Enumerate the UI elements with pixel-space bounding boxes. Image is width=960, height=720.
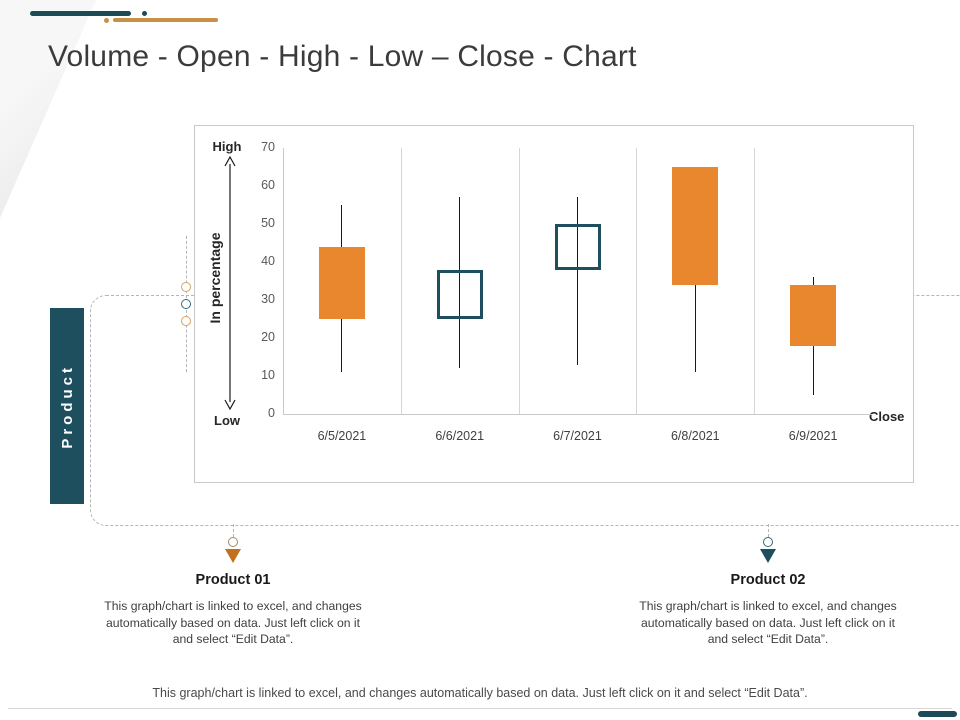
teal-accent-dot xyxy=(142,11,147,16)
category-gridline xyxy=(518,148,520,414)
category-gridline xyxy=(636,148,638,414)
y-tick-label: 20 xyxy=(261,330,275,344)
callout-2-connector xyxy=(768,524,769,537)
corner-decoration xyxy=(0,0,96,218)
callout-1-node xyxy=(228,537,238,547)
high-low-arrow-icon xyxy=(224,156,236,410)
y-tick-label: 10 xyxy=(261,368,275,382)
connector-node-orange xyxy=(181,316,191,326)
x-tick-label: 6/6/2021 xyxy=(435,429,485,443)
product-label: Product xyxy=(58,363,76,449)
y-tick-label: 60 xyxy=(261,178,275,192)
category-gridline xyxy=(754,148,756,414)
x-axis-line xyxy=(283,414,872,415)
page-title: Volume - Open - High - Low – Close - Cha… xyxy=(48,40,637,73)
candle-down[interactable] xyxy=(790,284,837,346)
y-tick-label: 50 xyxy=(261,216,275,230)
callout-1-title: Product 01 xyxy=(195,572,271,588)
x-tick-label: 6/9/2021 xyxy=(788,429,838,443)
callout-2-title: Product 02 xyxy=(730,572,806,588)
candle-wick xyxy=(577,197,578,365)
callout-1-connector xyxy=(233,524,234,537)
connector-node-teal xyxy=(181,299,191,309)
low-axis-label: Low xyxy=(214,413,240,428)
teal-accent-bar xyxy=(30,11,131,16)
plot-layer: 0 10 20 30 40 50 60 70 6/5/2021 6/6/2021 6/7/2021 6… xyxy=(195,126,913,482)
footer-divider xyxy=(8,708,952,709)
callout-2-body: This graph/chart is linked to excel, and… xyxy=(639,599,897,647)
high-axis-label: High xyxy=(212,139,242,154)
ohlc-chart[interactable]: High Low In percentage Close 0 10 20 30 40 50… xyxy=(194,125,914,483)
callout-2-arrow-down-icon xyxy=(760,549,776,563)
y-axis-line xyxy=(283,148,284,414)
candle-down[interactable] xyxy=(672,167,719,285)
category-gridline xyxy=(400,148,402,414)
callout-2-node xyxy=(763,537,773,547)
y-tick-label: 0 xyxy=(268,406,275,420)
candle-wick xyxy=(459,197,461,369)
x-tick-label: 6/5/2021 xyxy=(317,429,367,443)
orange-accent-bar xyxy=(113,18,218,22)
product-label-box: Product xyxy=(50,308,84,504)
y-tick-label: 40 xyxy=(261,254,275,268)
callout-1-arrow-down-icon xyxy=(225,549,241,563)
y-tick-label: 70 xyxy=(261,140,275,154)
footer-note: This graph/chart is linked to excel, and… xyxy=(152,686,808,700)
callout-1-body: This graph/chart is linked to excel, and… xyxy=(104,599,362,647)
candle-up[interactable] xyxy=(436,269,483,319)
footer-accent-bar xyxy=(918,711,957,717)
connector-node-orange xyxy=(181,282,191,292)
candle-up[interactable] xyxy=(554,224,601,270)
y-tick-label: 30 xyxy=(261,292,275,306)
candle-down[interactable] xyxy=(318,246,365,319)
x-tick-label: 6/7/2021 xyxy=(553,429,602,443)
close-axis-label: Close xyxy=(869,409,905,424)
x-tick-label: 6/8/2021 xyxy=(670,429,720,443)
orange-accent-dot xyxy=(104,18,109,23)
